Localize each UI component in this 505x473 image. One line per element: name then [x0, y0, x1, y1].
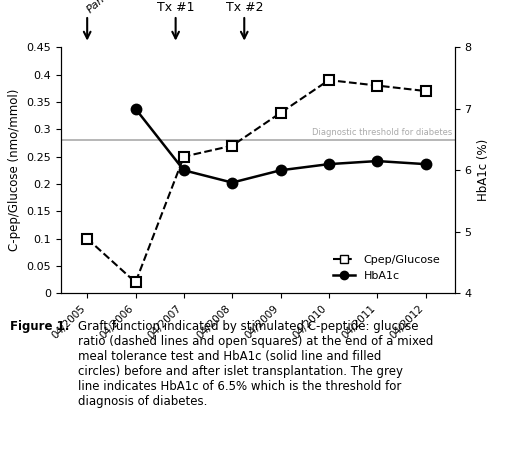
Text: Figure 1.: Figure 1.: [10, 320, 70, 333]
Text: Tx #2: Tx #2: [226, 1, 263, 14]
Text: Graft function indicated by stimulated C-peptide: glucose
ratio (dashed lines an: Graft function indicated by stimulated C…: [78, 320, 434, 408]
Text: Pancreatectomy: Pancreatectomy: [85, 0, 159, 15]
Text: Diagnostic threshold for diabetes: Diagnostic threshold for diabetes: [312, 129, 452, 138]
Y-axis label: C-pep/Glucose (nmo/mmol): C-pep/Glucose (nmo/mmol): [8, 89, 21, 252]
Text: Tx #1: Tx #1: [157, 1, 194, 14]
Legend: Cpep/Glucose, HbA1c: Cpep/Glucose, HbA1c: [328, 251, 445, 285]
Y-axis label: HbA1c (%): HbA1c (%): [477, 139, 490, 201]
